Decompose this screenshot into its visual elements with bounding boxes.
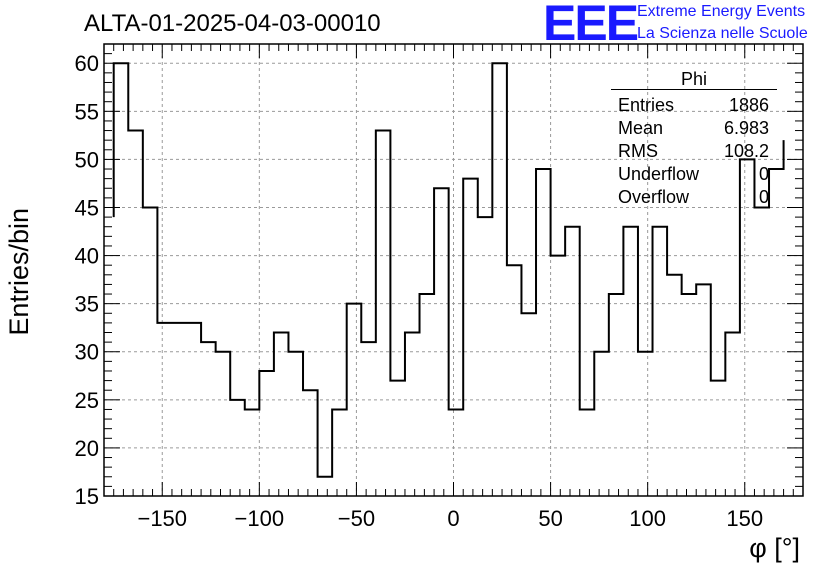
histogram-series-line: [112, 62, 785, 478]
y-tick-label: 20: [75, 436, 99, 461]
stats-value: 6.983: [723, 118, 769, 138]
y-tick-label: 35: [75, 292, 99, 317]
stats-label: Mean: [618, 118, 664, 138]
stats-label: Overflow: [618, 187, 690, 207]
stats-row-rms: RMS 108.2: [611, 140, 777, 163]
x-tick-label: −50: [338, 506, 375, 531]
y-tick-label: 50: [75, 147, 99, 172]
stats-row-entries: Entries 1886: [611, 94, 777, 117]
y-tick-label: 15: [75, 484, 99, 509]
stats-value: 0: [758, 187, 769, 207]
x-tick-label: 100: [629, 506, 666, 531]
x-tick-label: 0: [447, 506, 459, 531]
stats-row-mean: Mean 6.983: [611, 117, 777, 140]
y-tick-label: 30: [75, 340, 99, 365]
x-tick-label: 150: [726, 506, 763, 531]
stats-label: Underflow: [618, 164, 700, 184]
chart-title: ALTA-01-2025-04-03-00010: [84, 10, 381, 37]
stats-row-underflow: Underflow 0: [611, 163, 777, 186]
stats-value: 1886: [728, 95, 769, 115]
logo-tagline-1: Extreme Energy Events: [637, 3, 806, 20]
x-axis-label: φ [°]: [749, 533, 800, 563]
stats-title: Phi: [611, 69, 777, 90]
x-tick-label: −100: [235, 506, 285, 531]
stats-value: 0: [758, 164, 769, 184]
x-tick-label: 50: [538, 506, 562, 531]
y-axis-label: Entries/bin: [4, 208, 34, 336]
y-tick-label: 60: [75, 51, 99, 76]
y-tick-label: 55: [75, 99, 99, 124]
x-tick-label: −150: [137, 506, 187, 531]
logo-tagline-2: La Scienza nelle Scuole: [637, 25, 808, 42]
stats-row-overflow: Overflow 0: [611, 186, 777, 209]
stats-label: RMS: [618, 141, 658, 161]
stats-label: Entries: [618, 95, 675, 115]
stats-value: 108.2: [723, 141, 769, 161]
stats-box: Phi Entries 1886 Mean 6.983 RMS 108.2 Under…: [611, 69, 777, 209]
eee-logo: EEE: [543, 0, 639, 51]
y-tick-label: 25: [75, 388, 99, 413]
y-tick-label: 45: [75, 195, 99, 220]
y-tick-label: 40: [75, 244, 99, 269]
